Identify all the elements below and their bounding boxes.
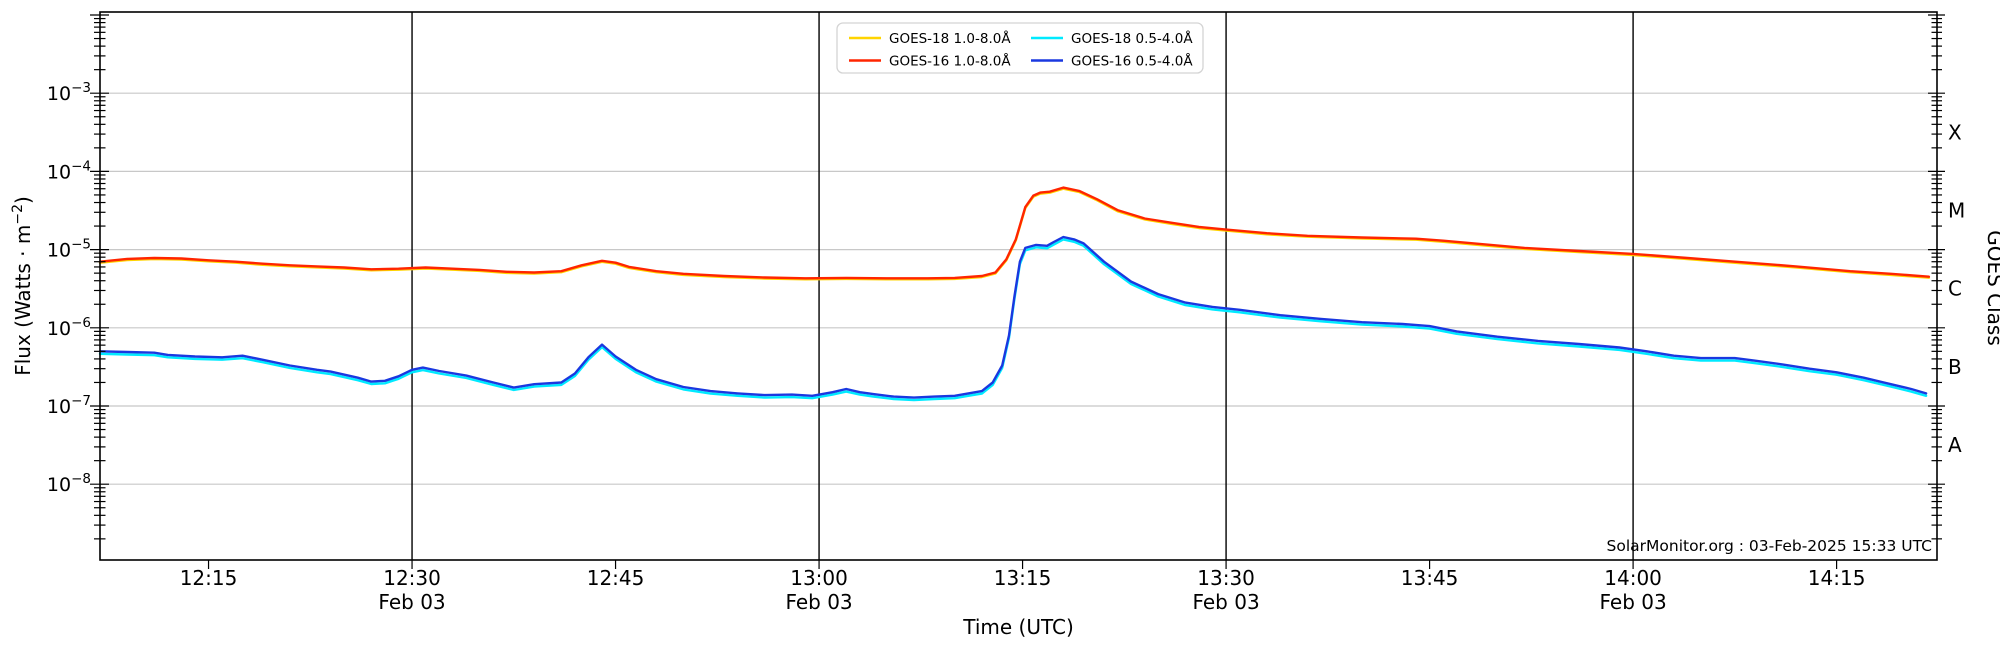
x-tick-label: 12:30 <box>383 566 441 590</box>
legend-item-goes-16-0-5-4-0: GOES-16 0.5-4.0Å <box>1031 52 1193 69</box>
goes-class-label-x: X <box>1948 120 1962 144</box>
right-axis-title: GOES Class <box>1983 230 2000 346</box>
x-tick-label: 13:00 <box>790 566 848 590</box>
legend-label-goes-16-1-0-8-0: GOES-16 1.0-8.0Å <box>889 52 1011 69</box>
goes-class-label-c: C <box>1948 277 1962 301</box>
x-day-label: Feb 03 <box>1192 590 1259 614</box>
legend-label-goes-18-0-5-4-0: GOES-18 0.5-4.0Å <box>1071 30 1193 47</box>
x-tick-label: 13:30 <box>1197 566 1255 590</box>
y-axis-ticks <box>90 14 1945 540</box>
legend-item-goes-18-1-0-8-0: GOES-18 1.0-8.0Å <box>849 30 1011 47</box>
x-tick-label: 14:15 <box>1808 566 1866 590</box>
y-gridlines <box>100 92 1937 485</box>
x-tick-label: 13:15 <box>994 566 1052 590</box>
plot-border <box>99 11 1938 561</box>
goes-class-label-b: B <box>1948 355 1962 379</box>
legend-label-goes-16-0-5-4-0: GOES-16 0.5-4.0Å <box>1071 52 1193 69</box>
legend: GOES-18 1.0-8.0Å GOES-16 1.0-8.0Å GOES-18 … <box>836 22 1204 74</box>
series-lines <box>98 186 1931 402</box>
series-line-goes-18-0-5-4-0 <box>98 238 1928 402</box>
x-tick-label: 13:45 <box>1401 566 1459 590</box>
x-tick-label: 12:15 <box>180 566 238 590</box>
x-day-label: Feb 03 <box>378 590 445 614</box>
attribution-text: SolarMonitor.org : 03-Feb-2025 15:33 UTC <box>1607 537 1932 555</box>
legend-label-goes-18-1-0-8-0: GOES-18 1.0-8.0Å <box>889 30 1011 47</box>
goes-class-labels: X M C B A <box>1948 120 1965 457</box>
legend-item-goes-18-0-5-4-0: GOES-18 0.5-4.0Å <box>1031 30 1193 47</box>
x-day-label: Feb 03 <box>785 590 852 614</box>
y-axis-title: Flux (Watts · m−2) <box>10 196 35 376</box>
x-axis-ticks <box>207 560 1838 569</box>
x-gridlines <box>411 12 1634 560</box>
y-tick-label: 10−7 <box>47 393 91 418</box>
legend-box <box>836 22 1204 74</box>
series-line-goes-16-1-0-8-0 <box>98 186 1931 280</box>
goes-class-label-m: M <box>1948 199 1965 223</box>
x-axis-title: Time (UTC) <box>962 615 1074 639</box>
x-day-label: Feb 03 <box>1599 590 1666 614</box>
goes-class-label-a: A <box>1948 433 1962 457</box>
x-tick-label: 14:00 <box>1604 566 1662 590</box>
x-tick-label: 12:45 <box>587 566 645 590</box>
legend-item-goes-16-1-0-8-0: GOES-16 1.0-8.0Å <box>849 52 1011 69</box>
series-line-goes-16-0-5-4-0 <box>98 235 1928 399</box>
y-tick-labels: 10−310−410−510−610−710−8 <box>47 80 91 496</box>
